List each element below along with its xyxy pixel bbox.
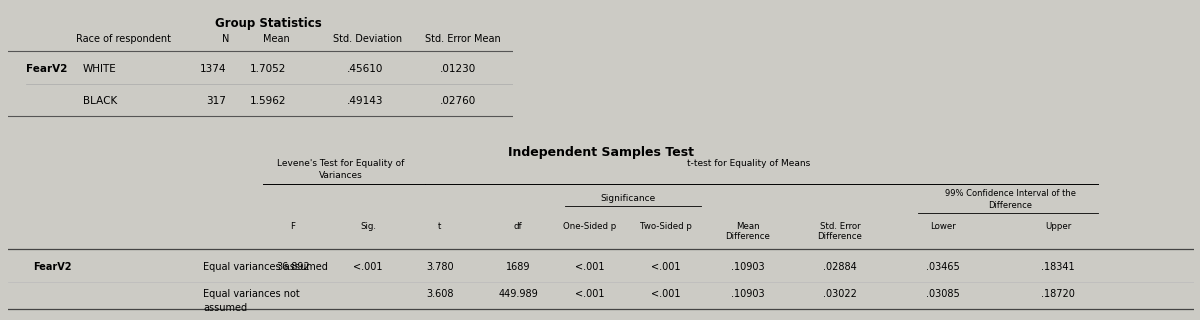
Text: Group Statistics: Group Statistics <box>215 17 322 30</box>
Text: .01230: .01230 <box>439 64 476 74</box>
Text: N: N <box>222 34 229 44</box>
Text: .03085: .03085 <box>926 289 960 299</box>
Text: FearV2: FearV2 <box>26 64 67 74</box>
Text: One-Sided p: One-Sided p <box>563 222 617 231</box>
Text: 1374: 1374 <box>199 64 226 74</box>
Text: Levene's Test for Equality of: Levene's Test for Equality of <box>277 159 404 168</box>
Text: WHITE: WHITE <box>83 64 116 74</box>
Text: t-test for Equality of Means: t-test for Equality of Means <box>688 159 811 168</box>
Text: Std. Error
Difference: Std. Error Difference <box>817 222 863 241</box>
Text: Two-Sided p: Two-Sided p <box>640 222 692 231</box>
Text: <.001: <.001 <box>575 289 605 299</box>
Text: Equal variances assumed: Equal variances assumed <box>203 262 328 272</box>
Text: .02884: .02884 <box>823 262 857 272</box>
Text: 449.989: 449.989 <box>498 289 538 299</box>
Text: F: F <box>290 222 295 231</box>
Text: .49143: .49143 <box>347 96 383 106</box>
Text: Std. Deviation: Std. Deviation <box>334 34 402 44</box>
Text: t: t <box>438 222 442 231</box>
Text: df: df <box>514 222 522 231</box>
Text: Mean: Mean <box>263 34 289 44</box>
Text: 1.7052: 1.7052 <box>250 64 286 74</box>
Text: .02760: .02760 <box>439 96 476 106</box>
Text: .10903: .10903 <box>731 262 764 272</box>
Text: 317: 317 <box>206 96 226 106</box>
Text: 36.892: 36.892 <box>276 262 310 272</box>
Text: <.001: <.001 <box>353 262 383 272</box>
Text: <.001: <.001 <box>652 289 680 299</box>
Text: <.001: <.001 <box>652 262 680 272</box>
Text: Independent Samples Test: Independent Samples Test <box>508 146 694 159</box>
Text: Std. Error Mean: Std. Error Mean <box>425 34 500 44</box>
Text: .18720: .18720 <box>1042 289 1075 299</box>
Text: 1.5962: 1.5962 <box>250 96 286 106</box>
Text: Race of respondent: Race of respondent <box>76 34 170 44</box>
Text: Lower: Lower <box>930 222 956 231</box>
Text: .18341: .18341 <box>1042 262 1075 272</box>
Text: .45610: .45610 <box>347 64 383 74</box>
Text: 1689: 1689 <box>505 262 530 272</box>
Text: Significance: Significance <box>600 194 655 203</box>
Text: .03465: .03465 <box>926 262 960 272</box>
Text: Mean
Difference: Mean Difference <box>726 222 770 241</box>
Text: Upper: Upper <box>1045 222 1072 231</box>
Text: Equal variances not: Equal variances not <box>203 289 300 299</box>
Text: <.001: <.001 <box>575 262 605 272</box>
Text: Variances: Variances <box>319 171 362 180</box>
Text: 99% Confidence Interval of the: 99% Confidence Interval of the <box>946 189 1076 198</box>
Text: .03022: .03022 <box>823 289 857 299</box>
Text: assumed: assumed <box>203 303 247 313</box>
Text: Difference: Difference <box>989 201 1032 210</box>
Text: FearV2: FearV2 <box>34 262 72 272</box>
Text: 3.780: 3.780 <box>426 262 454 272</box>
Text: .10903: .10903 <box>731 289 764 299</box>
Text: BLACK: BLACK <box>83 96 118 106</box>
Text: Sig.: Sig. <box>360 222 376 231</box>
Text: 3.608: 3.608 <box>426 289 454 299</box>
